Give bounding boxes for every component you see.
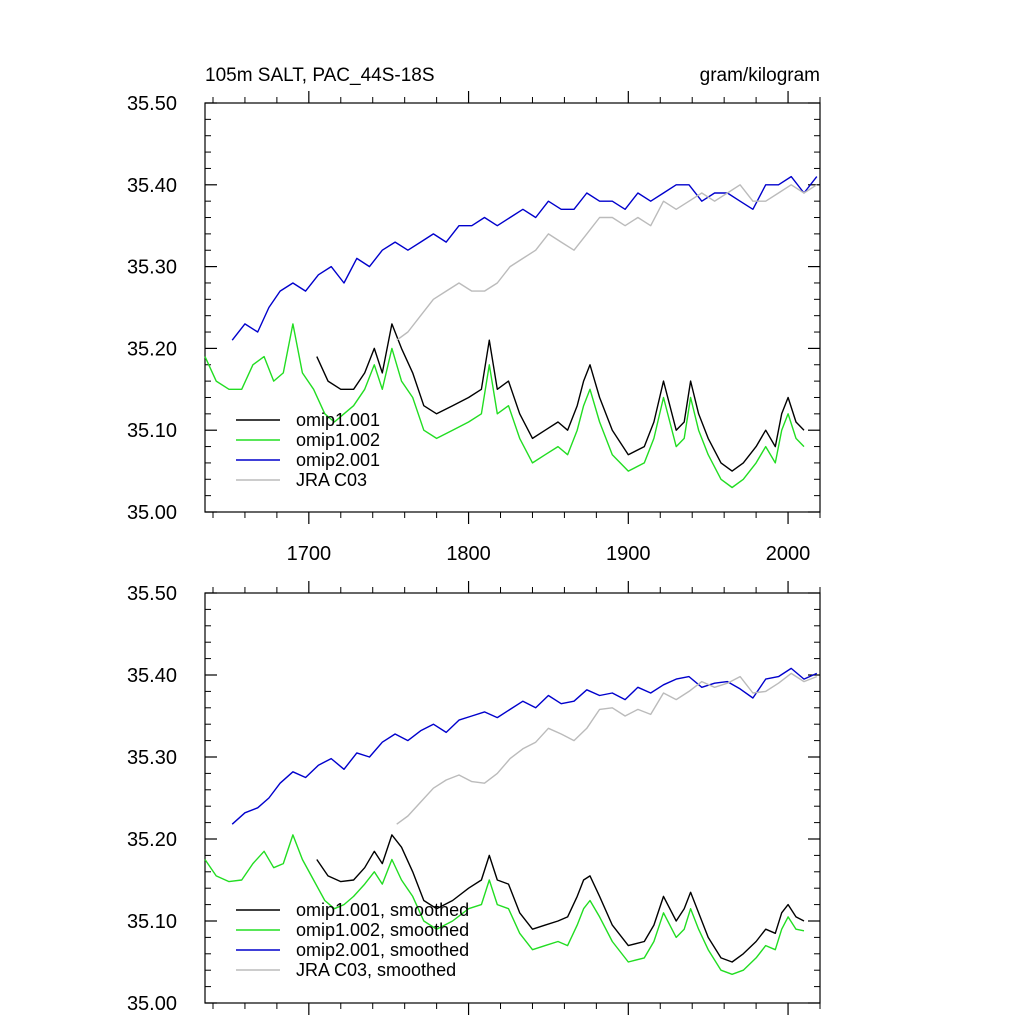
x-tick-label: 1900: [606, 543, 651, 565]
series-line-jra-c03: [396, 184, 818, 341]
legend-label: omip1.001: [296, 410, 380, 430]
series-line-omip1-002: [204, 323, 805, 489]
legend-label: omip2.001, smoothed: [296, 940, 469, 960]
x-tick-label: 1800: [446, 543, 491, 565]
plot-frame: [204, 102, 821, 513]
series-line-omip2-001-smoothed: [231, 667, 818, 825]
legend-label: omip1.002, smoothed: [296, 920, 469, 940]
plot-frame: [204, 592, 821, 1004]
legend-label: omip1.002: [296, 430, 380, 450]
y-tick-label: 35.50: [127, 583, 177, 605]
y-tick-label: 35.00: [127, 993, 177, 1015]
series-line-omip1-001-smoothed: [316, 834, 805, 963]
series-line-omip2-001: [231, 175, 818, 341]
chart-bottom-panel: 35.00 35.10 35.20 35.30 35.40 35.50 omip1.001,…: [127, 581, 821, 1015]
chart-units: gram/kilogram: [700, 65, 820, 86]
chart-title: 105m SALT, PAC_44S-18S: [205, 65, 435, 86]
y-tick-label: 35.40: [127, 665, 177, 687]
legend-label: JRA C03, smoothed: [296, 960, 456, 980]
y-tick-label: 35.50: [127, 93, 177, 115]
x-tick-label: 1700: [287, 543, 332, 565]
x-tick-label: 2000: [766, 543, 811, 565]
legend-label: omip2.001: [296, 450, 380, 470]
y-tick-label: 35.30: [127, 257, 177, 279]
y-tick-label: 35.40: [127, 175, 177, 197]
chart-top-panel: 35.00 35.10 35.20 35.30 35.40 35.50 1700 1800 19…: [127, 65, 821, 565]
y-tick-label: 35.20: [127, 829, 177, 851]
y-tick-label: 35.20: [127, 338, 177, 360]
series-line-omip1-002-smoothed: [204, 834, 805, 975]
series-line-jra-c03-smoothed: [396, 672, 818, 825]
y-tick-label: 35.30: [127, 747, 177, 769]
y-tick-label: 35.10: [127, 420, 177, 442]
series-line-omip1-001: [316, 323, 805, 472]
legend-label: JRA C03: [296, 470, 367, 490]
legend-label: omip1.001, smoothed: [296, 900, 469, 920]
y-tick-label: 35.00: [127, 502, 177, 524]
y-tick-label: 35.10: [127, 911, 177, 933]
